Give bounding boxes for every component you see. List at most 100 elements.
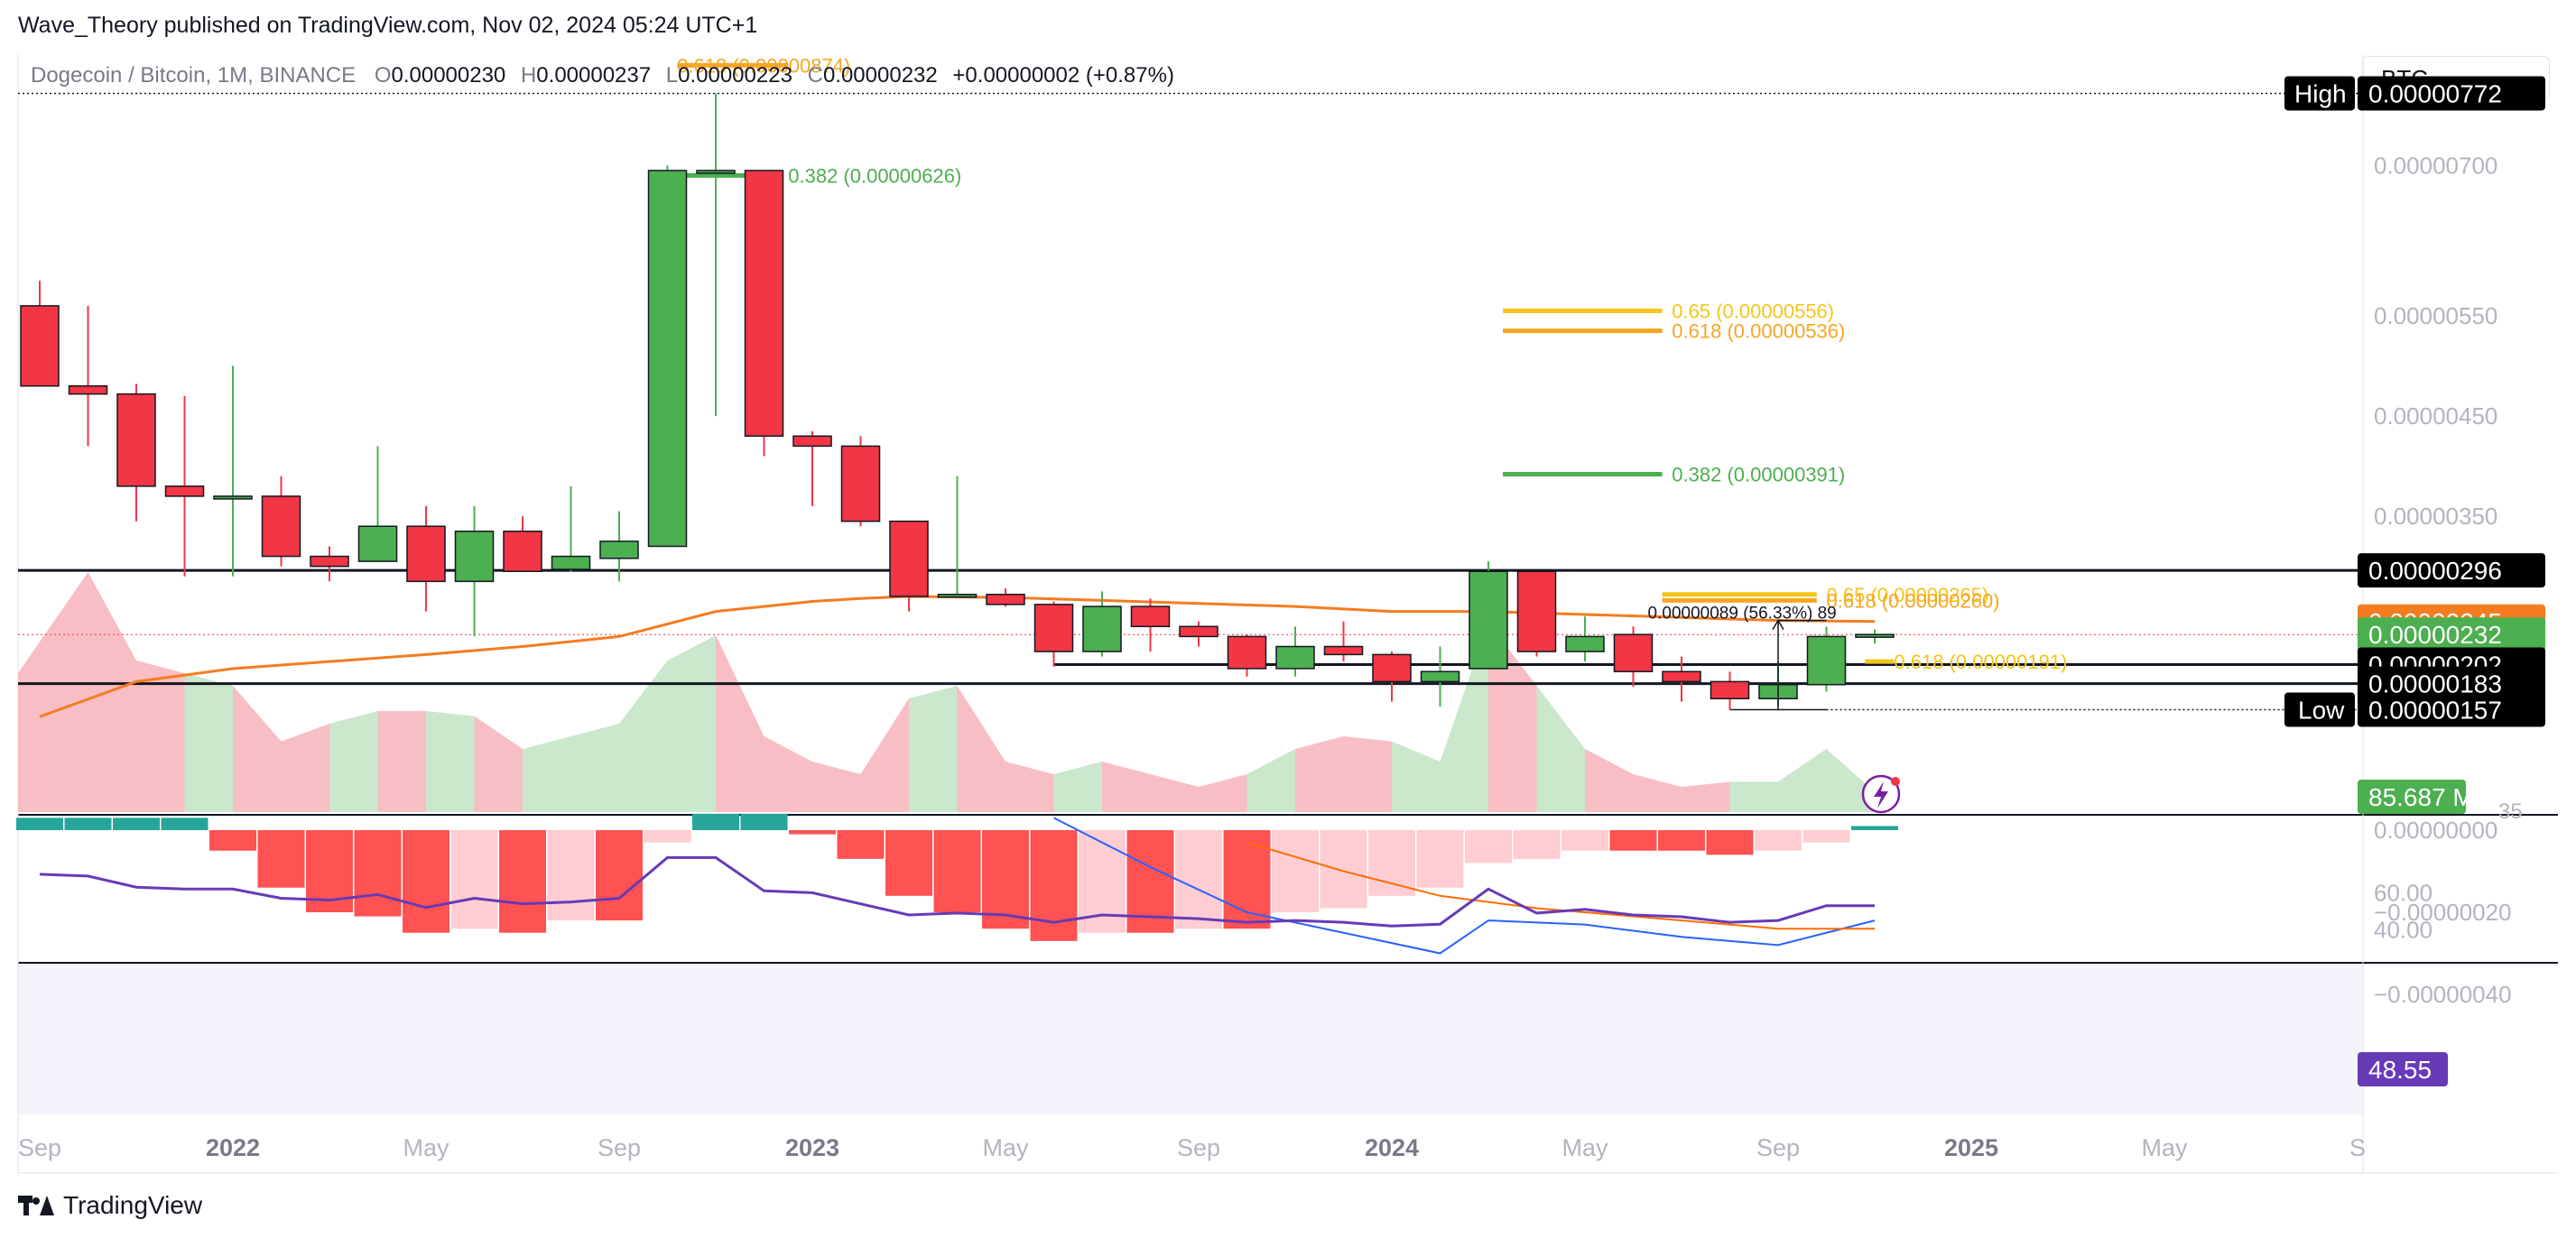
candle-body (503, 531, 542, 572)
time-axis-tick: 2022 (206, 1134, 260, 1161)
candle (1033, 601, 1074, 667)
fib-level-label: 0.65 (0.00000556) (1672, 300, 1834, 322)
lightning-icon (1861, 774, 1901, 814)
volume-area-segment (957, 686, 1005, 812)
candle-body (1130, 605, 1171, 628)
symbol-name[interactable]: Dogecoin / Bitcoin, 1M, BINANCE (31, 63, 357, 88)
macd-histogram-bar (1465, 830, 1512, 864)
low-label: L (665, 63, 679, 88)
candle-body (1082, 605, 1122, 652)
macd-histogram-bar (64, 818, 112, 830)
candle (1710, 671, 1750, 710)
volume-area-segment (426, 711, 475, 812)
volume-area-segment (233, 686, 282, 812)
time-axis-tick: 2025 (1944, 1134, 1998, 1161)
tradingview-logo-icon (18, 1196, 54, 1215)
candle-body (261, 495, 301, 558)
candle (1227, 634, 1267, 677)
macd-histogram-bar (257, 830, 305, 888)
time-axis-tick: Sep (1177, 1134, 1220, 1161)
volume-area-segment (377, 711, 426, 812)
candle (261, 476, 301, 567)
macd-histogram-bar (1513, 830, 1561, 859)
candle (213, 365, 253, 577)
candle (696, 93, 736, 417)
candle-body (1855, 633, 1895, 638)
candle (1469, 561, 1508, 670)
volume-axis-fragment: 35 (2498, 799, 2523, 824)
candle (889, 520, 929, 612)
candle-body (310, 555, 349, 568)
volume-area-segment (1053, 762, 1102, 812)
fib-level-label: 0.382 (0.00000626) (788, 165, 961, 188)
macd-histogram-bar (837, 830, 885, 859)
candle (1662, 656, 1701, 702)
macd-histogram-bar (113, 818, 160, 830)
candle (1179, 621, 1219, 647)
volume-area-segment (88, 572, 136, 812)
volume-area-segment (184, 673, 233, 812)
lightning-icon-dot (1891, 777, 1900, 786)
macd-histogram-bar (1272, 830, 1319, 912)
fib-level-label: 0.618 (0.00000260) (1827, 589, 2000, 612)
macd-histogram-bar (1802, 830, 1850, 843)
candle-body (840, 445, 881, 522)
volume-area-segment (1199, 774, 1247, 812)
candle-body (1323, 645, 1364, 656)
change-value: +0.00000002 (+0.87%) (952, 63, 1174, 88)
volume-area-segment (1633, 774, 1682, 812)
candle-body (1710, 680, 1750, 700)
volume-area-segment (1488, 623, 1537, 812)
volume-area-segment (1005, 762, 1054, 812)
candle-body (1516, 570, 1557, 652)
volume-area-segment (1150, 774, 1199, 812)
time-axis-tick: Sep (1756, 1134, 1800, 1161)
volume-area-segment (764, 736, 812, 812)
level-price-badge: 0.00000296 (2368, 557, 2502, 585)
macd-histogram-bar (1320, 830, 1367, 909)
candle-body (696, 170, 736, 174)
candle-body (164, 485, 205, 497)
rsi-axis-tick: 40.00 (2374, 916, 2432, 943)
candle (1082, 591, 1122, 657)
low-tag-label: Low (2298, 696, 2345, 724)
time-axis-tick: May (2141, 1134, 2188, 1161)
volume-area-segment (523, 736, 571, 812)
candle-body (406, 525, 446, 583)
current-price-badge: 0.00000232 (2368, 621, 2502, 649)
volume-area-segment (18, 572, 88, 812)
fib-level-label: 0.618 (0.00000536) (1672, 320, 1845, 343)
volume-area-segment (1392, 741, 1441, 812)
macd-histogram-bar (885, 830, 932, 896)
footer-brand[interactable]: TradingView (18, 1191, 202, 1220)
macd-histogram-bar (982, 830, 1029, 929)
close-label: C (807, 63, 823, 88)
candle (1130, 598, 1171, 652)
high-tag-label: High (2294, 79, 2347, 107)
candle-body (744, 170, 784, 438)
time-axis-tick: May (982, 1134, 1029, 1161)
candle (310, 546, 349, 582)
candle-body (454, 531, 495, 583)
volume-area-segment (329, 711, 378, 812)
candle (406, 506, 446, 612)
candle (551, 485, 591, 572)
candle-body (1469, 570, 1508, 670)
macd-histogram-bar (596, 830, 643, 921)
volume-area-segment (1536, 686, 1585, 812)
candle-body (1806, 635, 1847, 686)
candle-body (116, 393, 156, 487)
candle-body (792, 435, 832, 448)
volume-area-segment (909, 686, 958, 812)
macd-histogram-bar (644, 830, 691, 843)
macd-histogram-bar (1851, 826, 1898, 830)
macd-histogram-bar (692, 813, 739, 830)
macd-axis-tick: −0.00000020 (2374, 899, 2512, 926)
candle (1565, 616, 1605, 662)
macd-histogram-bar (1658, 830, 1705, 851)
time-axis-tick: May (1561, 1134, 1608, 1161)
price-axis-tick: 0.00000550 (2374, 302, 2497, 329)
time-axis-tick: S (2349, 1134, 2366, 1161)
candle-body (213, 495, 253, 500)
